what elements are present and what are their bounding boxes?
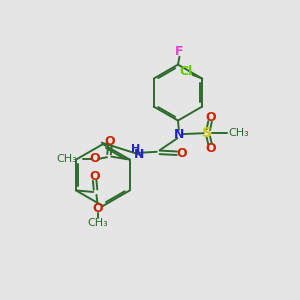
Text: O: O [176, 147, 187, 160]
Text: CH₃: CH₃ [87, 218, 108, 229]
Text: N: N [174, 128, 184, 141]
Text: CH₃: CH₃ [56, 154, 77, 164]
Text: O: O [92, 202, 103, 215]
Text: O: O [105, 135, 115, 148]
Text: H: H [131, 144, 140, 154]
Text: O: O [89, 152, 100, 166]
Text: S: S [202, 126, 212, 140]
Text: O: O [205, 142, 216, 155]
Text: Cl: Cl [179, 65, 193, 78]
Text: CH₃: CH₃ [229, 128, 249, 138]
Text: F: F [175, 45, 184, 58]
Text: O: O [89, 170, 100, 183]
Text: O: O [205, 110, 216, 124]
Text: N: N [134, 148, 145, 160]
